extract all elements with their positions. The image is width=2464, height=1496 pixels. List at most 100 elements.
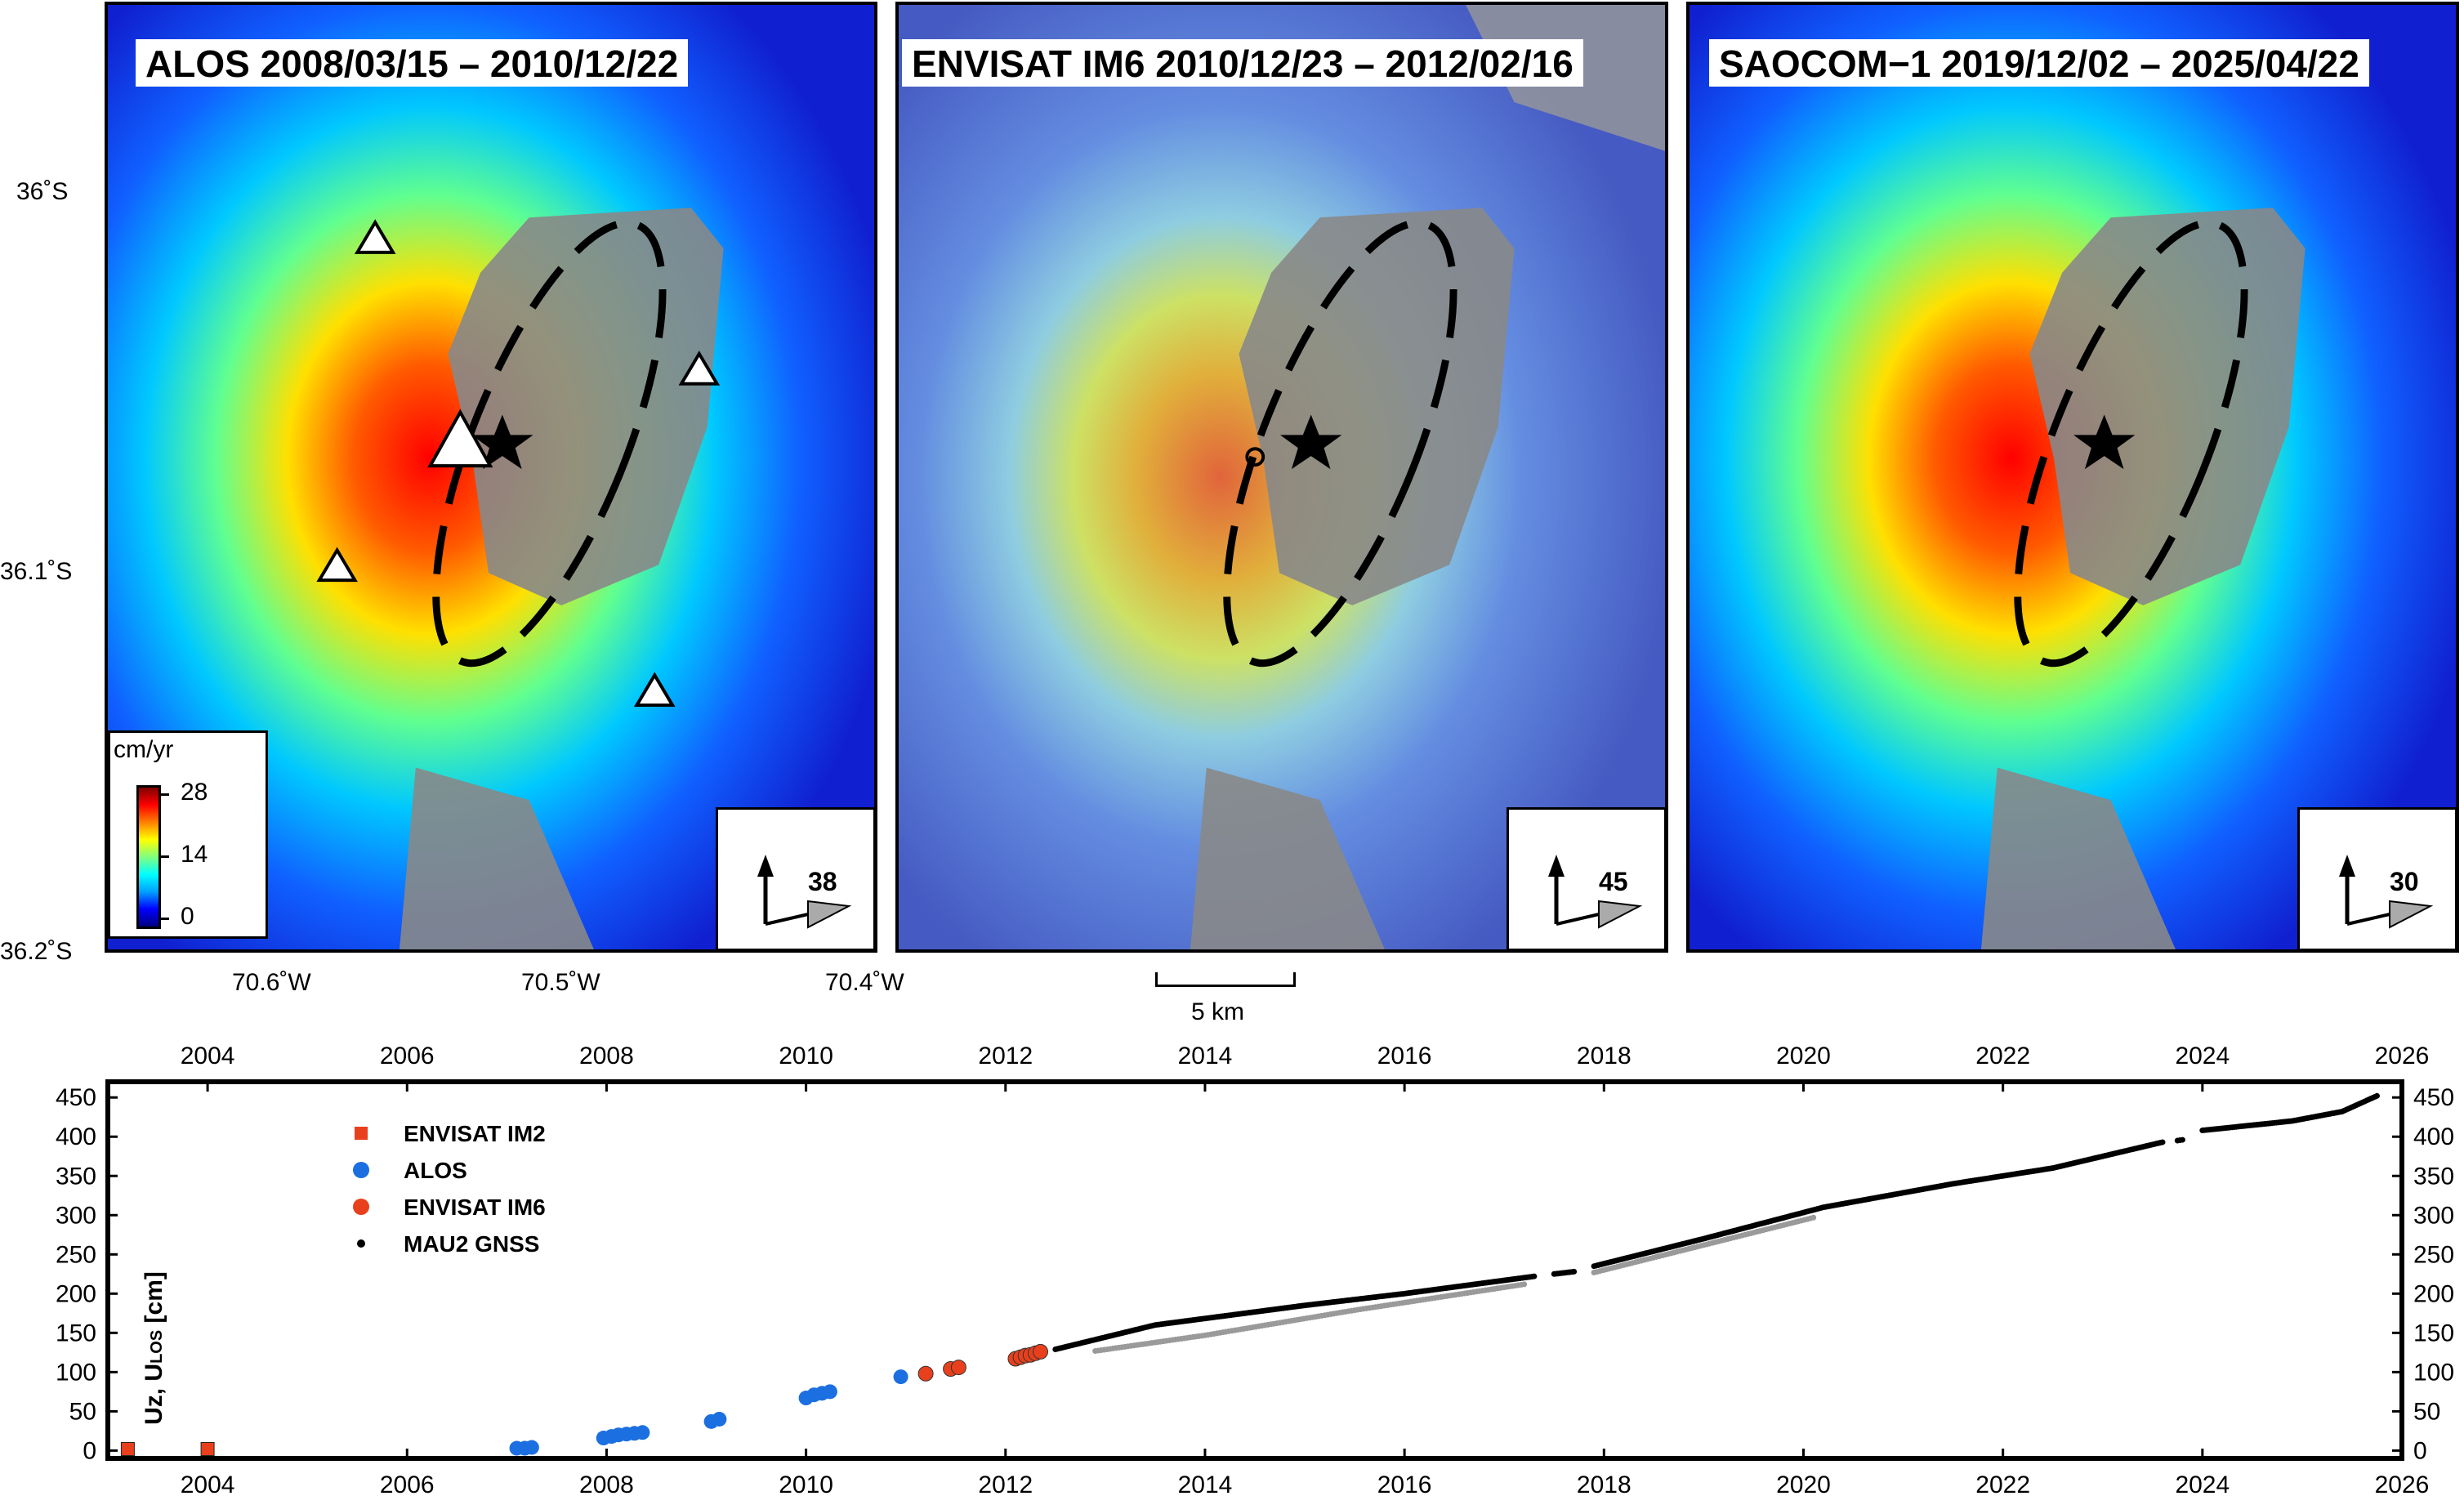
colorbar-tick-label: 14	[181, 841, 208, 868]
x-tick-label: 2012	[978, 1043, 1033, 1070]
x-tick-label: 2024	[2175, 1471, 2230, 1496]
x-tick-label: 2004	[181, 1043, 235, 1070]
x-tick-label: 2014	[1178, 1043, 1233, 1070]
alos-point	[893, 1369, 908, 1385]
y-tick-label: 100	[56, 1359, 96, 1386]
colorbar-gradient	[136, 785, 161, 929]
y-tick-label: 0	[2413, 1437, 2427, 1464]
look-direction-legend: 45	[1507, 807, 1665, 949]
longitude-label: 70.5˚W	[521, 969, 600, 996]
longitude-label: 70.4˚W	[825, 969, 904, 996]
x-tick-label: 2012	[978, 1471, 1033, 1496]
legend-marker	[353, 1162, 369, 1178]
incidence-angle: 38	[808, 867, 837, 896]
y-tick-label: 400	[56, 1123, 96, 1150]
colorbar-tick-label: 0	[181, 903, 194, 930]
chart-ticks: 2004 2004 2006 2006 2008 2008 2010 2010 2012 2012…	[56, 1043, 2454, 1496]
y-tick-label: 150	[56, 1320, 96, 1346]
gnss-point	[1531, 1273, 1538, 1279]
y-tick-label: 100	[2413, 1359, 2454, 1386]
y-tick-label: 0	[83, 1437, 96, 1464]
look-direction-legend: 38	[716, 807, 874, 949]
envisat-im6-point	[1033, 1343, 1049, 1360]
y-tick-label: 250	[2413, 1241, 2454, 1268]
x-tick-label: 2026	[2375, 1043, 2430, 1070]
incidence-angle: 30	[2390, 867, 2419, 896]
envisat-im6-point	[917, 1365, 934, 1382]
colorbar-tick	[161, 918, 169, 920]
legend-label: ALOS	[404, 1158, 467, 1183]
x-tick-label: 2006	[380, 1471, 435, 1496]
x-tick-label: 2020	[1776, 1471, 1831, 1496]
x-tick-label: 2010	[779, 1471, 833, 1496]
alos-point	[524, 1440, 539, 1455]
look-direction-legend: 30	[2297, 807, 2456, 949]
colorbar: cm/yr 28 14 0	[108, 730, 268, 939]
deformation-map-envisat	[899, 5, 1665, 949]
latitude-label: 36˚S	[16, 178, 69, 205]
colorbar-tick	[161, 855, 169, 858]
legend-label: MAU2 GNSS	[404, 1231, 539, 1257]
y-tick-label: 450	[56, 1084, 96, 1111]
look-direction-arrows-icon	[1548, 855, 1643, 929]
chart-frame	[105, 1079, 2404, 1461]
y-tick-label: 250	[56, 1241, 96, 1268]
legend-marker	[355, 1127, 368, 1140]
panel-title: SAOCOM−1 2019/12/02 – 2025/04/22	[1709, 39, 2369, 87]
plot-frame	[105, 1079, 2404, 1461]
envisat-im6-point	[950, 1360, 966, 1376]
legend-marker	[357, 1239, 365, 1248]
x-tick-label: 2016	[1377, 1043, 1432, 1070]
envisat-im2-point	[200, 1441, 215, 1456]
colorbar-tick-label: 28	[181, 779, 208, 806]
x-tick-label: 2026	[2375, 1471, 2430, 1496]
y-tick-label: 150	[2413, 1320, 2454, 1346]
alos-point	[712, 1411, 727, 1427]
x-tick-label: 2004	[181, 1471, 235, 1496]
x-tick-label: 2018	[1577, 1471, 1632, 1496]
x-tick-label: 2020	[1776, 1043, 1831, 1070]
legend-label: ENVISAT IM6	[404, 1195, 546, 1220]
map-panel-saocom: SAOCOM−1 2019/12/02 – 2025/04/22 30	[1686, 2, 2459, 953]
map-panel-alos: ALOS 2008/03/15 – 2010/12/22 38 cm/yr 28…	[105, 2, 877, 953]
longitude-label: 70.6˚W	[232, 969, 311, 996]
y-tick-label: 400	[2413, 1123, 2454, 1150]
colorbar-tick	[161, 793, 169, 796]
gnss-point	[2373, 1092, 2380, 1099]
y-axis-label: Uz, ULOS [cm]	[141, 1271, 167, 1425]
latitude-label: 36.2˚S	[0, 938, 73, 965]
look-direction-arrows-icon	[757, 855, 852, 929]
alos-point	[822, 1384, 837, 1400]
x-tick-label: 2016	[1377, 1471, 1432, 1496]
y-tick-label: 350	[56, 1163, 96, 1190]
y-tick-label: 300	[56, 1202, 96, 1229]
y-tick-label: 300	[2413, 1202, 2454, 1229]
legend-marker	[353, 1199, 369, 1215]
y-tick-label: 50	[69, 1398, 96, 1425]
y-tick-label: 200	[2413, 1280, 2454, 1307]
x-tick-label: 2018	[1577, 1043, 1632, 1070]
x-tick-label: 2008	[579, 1043, 634, 1070]
time-series-chart: 2004 2004 2006 2006 2008 2008 2010 2010 2012 2012…	[56, 1043, 2454, 1496]
y-tick-label: 50	[2413, 1398, 2440, 1425]
incidence-angle: 45	[1599, 867, 1628, 896]
x-tick-label: 2014	[1178, 1471, 1233, 1496]
saocom-point	[1810, 1214, 1817, 1221]
x-tick-label: 2008	[579, 1471, 634, 1496]
chart-marks	[120, 1092, 2380, 1456]
map-panel-envisat-im6: ENVISAT IM6 2010/12/23 – 2012/02/16 45	[895, 2, 1668, 953]
gnss-point	[2159, 1139, 2166, 1145]
scale-label: 5 km	[1191, 998, 1245, 1025]
x-tick-label: 2006	[380, 1043, 435, 1070]
saocom-point	[1521, 1281, 1528, 1288]
x-tick-label: 2010	[779, 1043, 833, 1070]
alos-point	[635, 1425, 650, 1440]
look-direction-arrows-icon	[2339, 855, 2434, 929]
gnss-point	[2179, 1137, 2185, 1143]
scale-bar	[1155, 972, 1296, 987]
deformation-map-saocom	[1690, 5, 2456, 949]
legend-label: ENVISAT IM2	[404, 1121, 546, 1146]
y-tick-label: 450	[2413, 1084, 2454, 1111]
panel-title: ALOS 2008/03/15 – 2010/12/22	[136, 39, 689, 87]
y-tick-label: 200	[56, 1280, 96, 1307]
